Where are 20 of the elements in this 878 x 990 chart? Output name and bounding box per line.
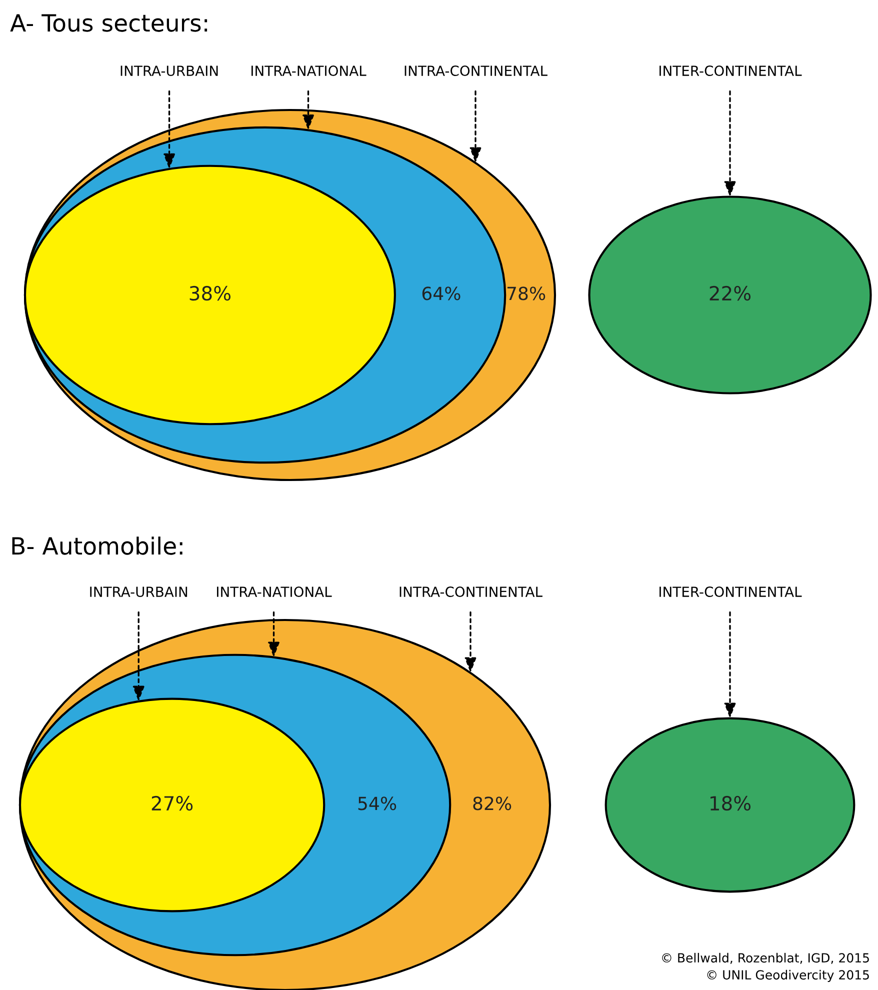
text: © Bellwald, Rozenblat, IGD, 2015 bbox=[662, 952, 869, 964]
data-label: 82% bbox=[473, 796, 512, 810]
data-label: 78% bbox=[507, 286, 546, 300]
category-label: INTER-CONTINENTAL bbox=[660, 66, 802, 76]
category-label: INTRA-CONTINENTAL bbox=[400, 586, 542, 598]
category-label: INTRA-NATIONAL bbox=[252, 66, 366, 76]
text: © UNIL Geodivercity 2015 bbox=[707, 970, 869, 982]
category-label: INTRA-CONTINENTAL bbox=[404, 66, 548, 76]
data-label: 18% bbox=[710, 796, 751, 811]
data-label: 22% bbox=[710, 286, 751, 301]
category-label: INTER-CONTINENTAL bbox=[660, 586, 802, 598]
data-label: 38% bbox=[190, 286, 230, 301]
category-label: INTRA-URBAIN bbox=[120, 66, 218, 76]
data-label: 64% bbox=[422, 286, 460, 300]
category-label: INTRA-NATIONAL bbox=[217, 586, 332, 598]
data-label: 54% bbox=[358, 796, 396, 810]
data-label: 27% bbox=[152, 796, 193, 811]
category-label: INTRA-URBAIN bbox=[90, 586, 188, 598]
text: B- Automobile: bbox=[12, 536, 182, 555]
text: A- Tous secteurs: bbox=[10, 14, 208, 32]
